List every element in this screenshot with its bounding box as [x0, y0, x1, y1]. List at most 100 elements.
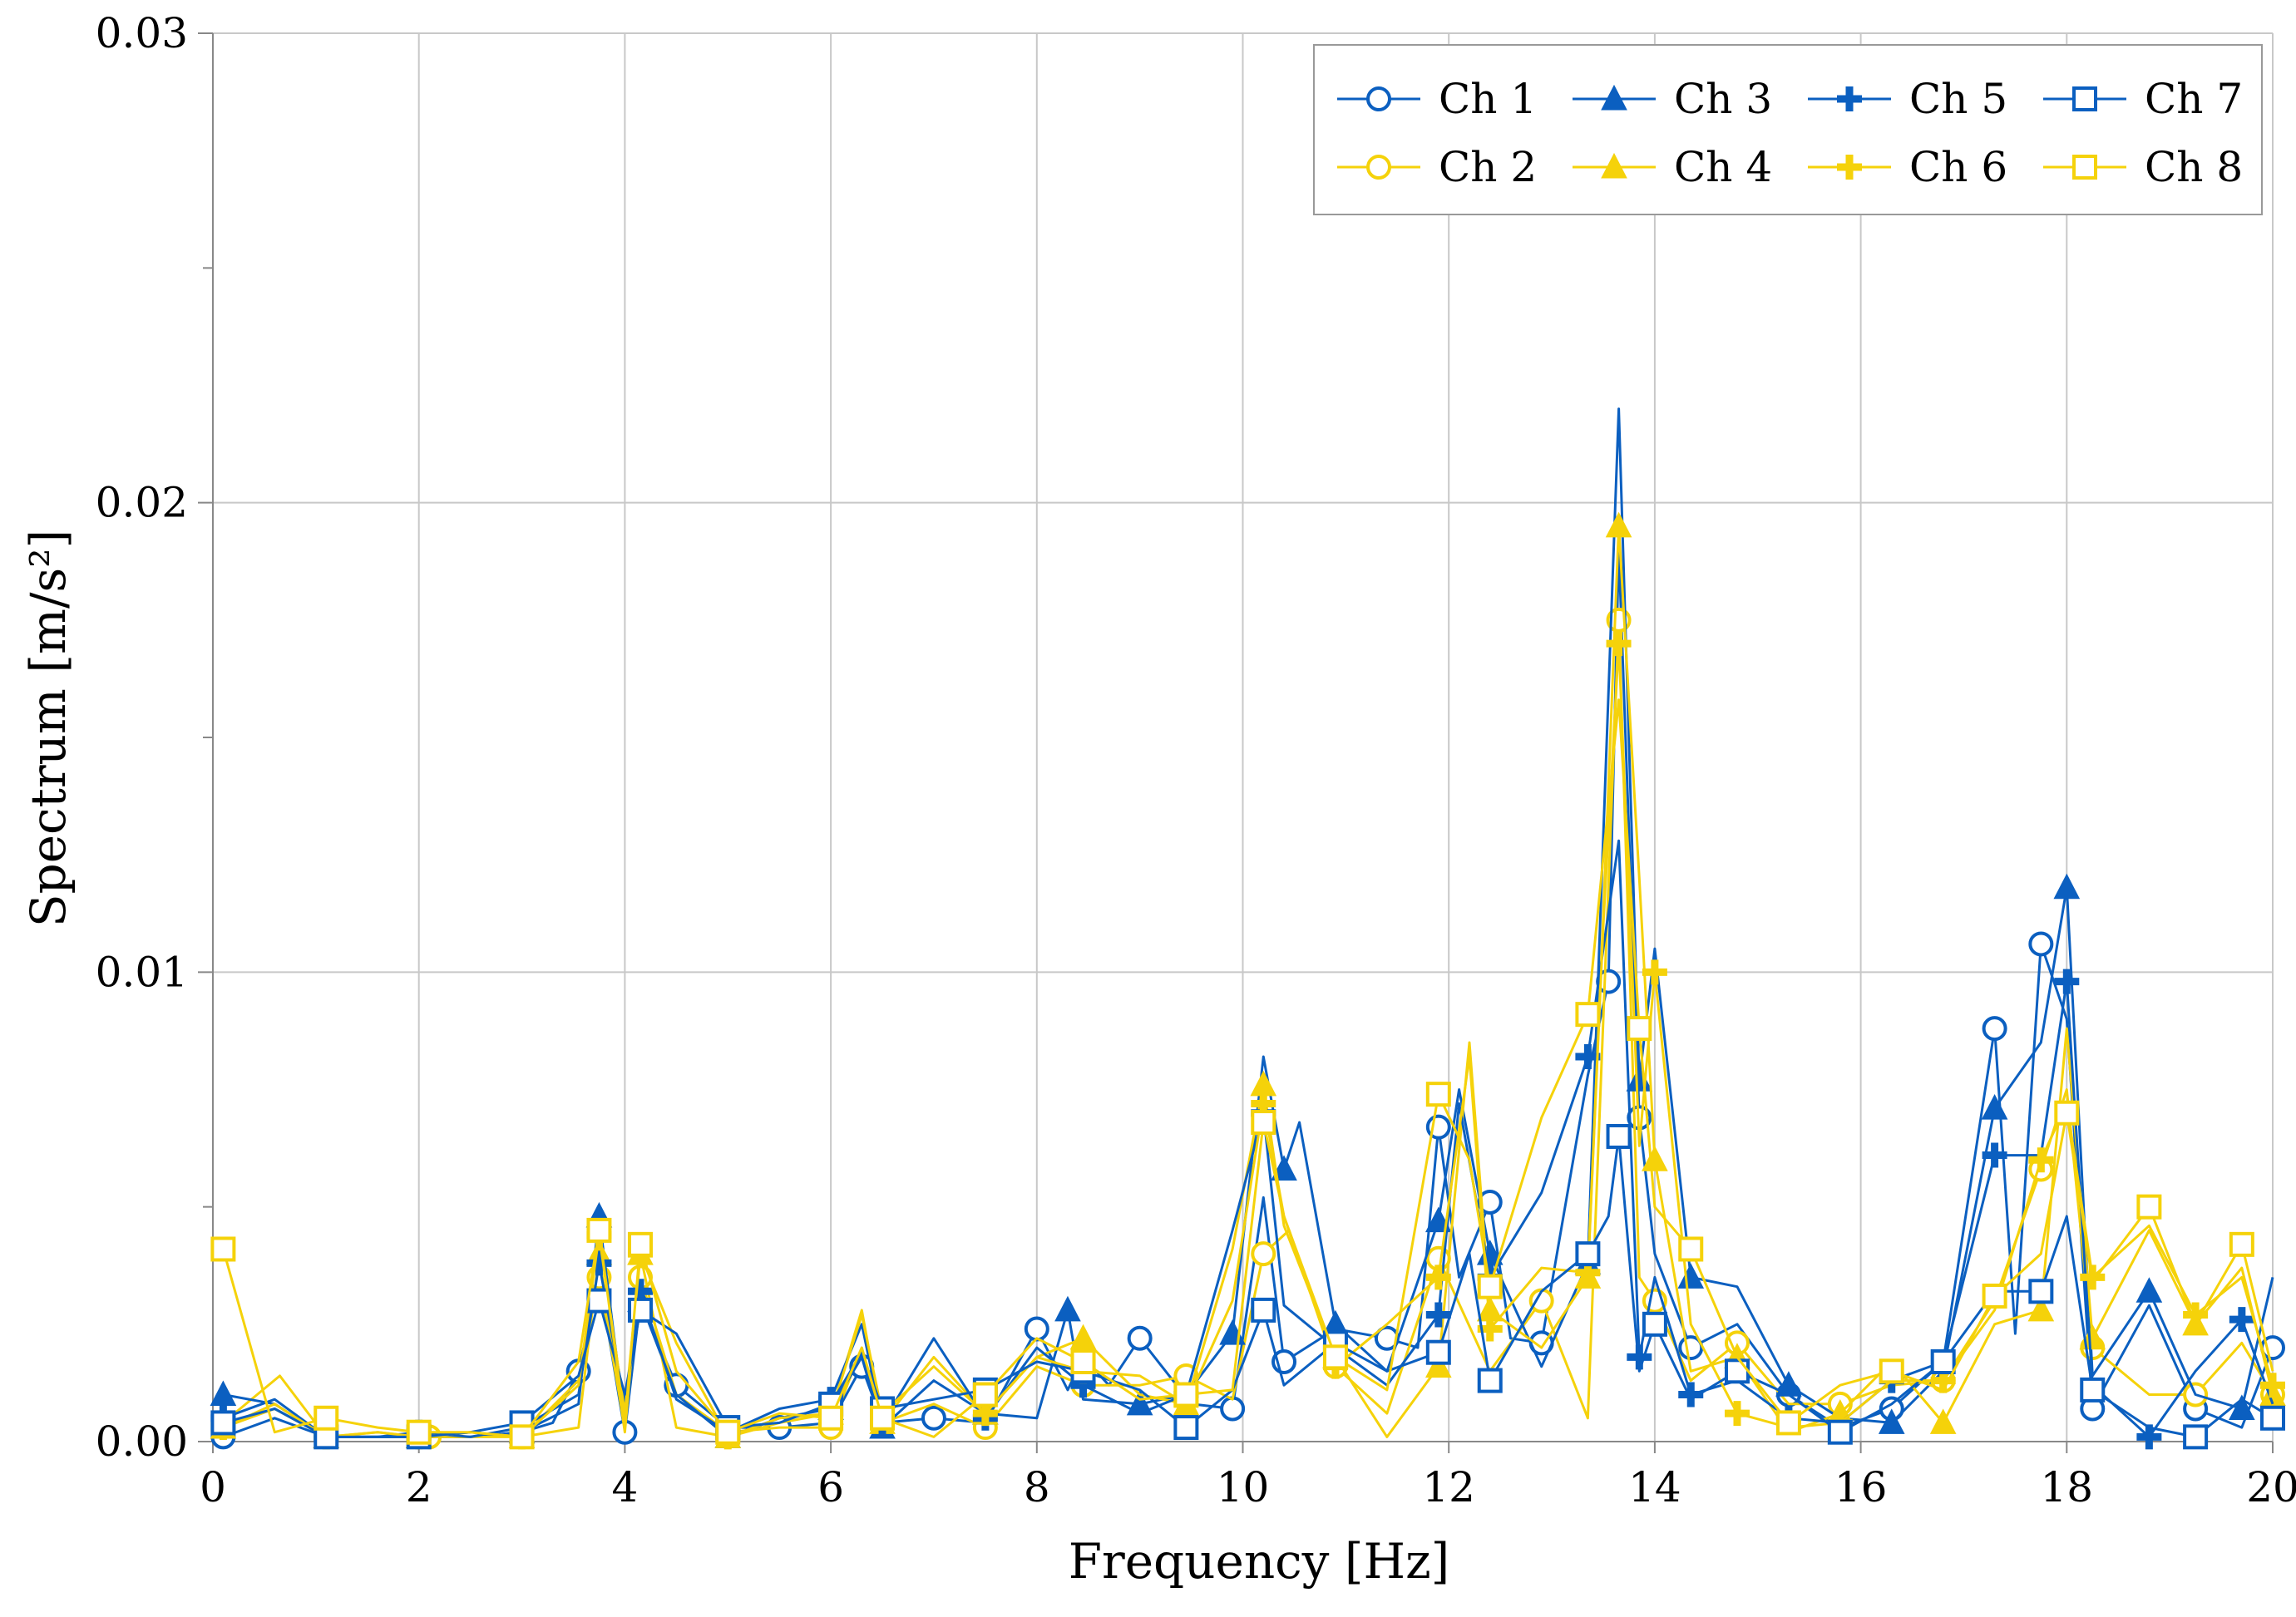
y-tick-label: 0.02	[96, 479, 188, 527]
legend-label: Ch 4	[1674, 143, 1772, 191]
series-ch-1	[210, 548, 2285, 1450]
data-point	[2054, 969, 2080, 994]
legend-label: Ch 5	[1909, 75, 2007, 123]
y-tick-label: 0.00	[96, 1417, 188, 1466]
x-tick-label: 20	[2246, 1463, 2296, 1511]
legend-entry: Ch 3	[1573, 75, 1772, 123]
data-point	[2053, 873, 2081, 900]
data-point	[1929, 1408, 1957, 1434]
series-ch-3	[210, 407, 2274, 1448]
data-point	[1477, 1274, 1503, 1299]
data-point	[2260, 1373, 2285, 1398]
data-point	[1271, 1155, 1297, 1181]
data-point	[1724, 1401, 1750, 1427]
data-point	[921, 1405, 946, 1431]
legend-marker	[1601, 152, 1627, 179]
data-point	[1642, 1311, 1667, 1337]
data-point	[1251, 1241, 1276, 1267]
series-line	[222, 619, 2274, 1438]
data-point	[1827, 1419, 1853, 1445]
data-point	[1173, 1415, 1199, 1441]
data-point	[2054, 1100, 2080, 1126]
data-point	[870, 1405, 896, 1431]
series-line	[221, 698, 2274, 1438]
x-tick-label: 2	[406, 1463, 432, 1511]
data-point	[1930, 1349, 1956, 1375]
legend-entry: Ch 5	[1808, 75, 2007, 123]
data-point	[1878, 1408, 1905, 1434]
legend-marker	[2072, 86, 2097, 111]
legend-entry: Ch 8	[2043, 143, 2243, 191]
data-point	[1879, 1358, 1904, 1384]
data-point	[818, 1405, 844, 1431]
legend-entry: Ch 6	[1808, 143, 2007, 191]
data-point	[1575, 1043, 1601, 1069]
data-point	[586, 1217, 612, 1243]
data-point	[1606, 631, 1632, 657]
data-point	[1642, 959, 1667, 985]
legend-marker	[2072, 155, 2097, 180]
data-point	[1982, 1283, 2007, 1309]
x-tick-label: 6	[817, 1463, 844, 1511]
data-point	[1605, 511, 1632, 538]
data-point	[1220, 1396, 1246, 1422]
data-point	[1054, 1295, 1081, 1322]
data-point	[1642, 1146, 1668, 1171]
series-line	[222, 642, 2274, 1438]
data-point	[314, 1405, 339, 1431]
data-point	[1425, 1339, 1451, 1365]
data-point	[210, 1410, 236, 1436]
data-point	[2028, 1279, 2054, 1304]
legend-label: Ch 1	[1439, 75, 1537, 123]
data-point	[2136, 1277, 2163, 1303]
legend: Ch 1 Ch 2 Ch 3 Ch 4 Ch 5 Ch 6 Ch 7 Ch 8	[1313, 44, 2263, 215]
series-layer	[210, 407, 2286, 1450]
legend-label: Ch 8	[2145, 143, 2243, 191]
data-point	[2183, 1424, 2209, 1450]
data-point	[1251, 1297, 1276, 1323]
data-point	[2028, 931, 2054, 957]
series-line	[222, 548, 2274, 1438]
data-point	[586, 1250, 612, 1276]
y-tick-label: 0.01	[96, 948, 188, 996]
data-point	[2028, 1147, 2054, 1173]
y-tick-label: 0.03	[96, 9, 188, 57]
data-point	[1425, 1265, 1451, 1290]
legend-marker	[1366, 155, 1391, 180]
data-point	[1070, 1349, 1096, 1375]
legend-label: Ch 6	[1909, 143, 2007, 191]
series-line	[223, 407, 2274, 1438]
x-tick-label: 18	[2040, 1463, 2093, 1511]
x-tick-label: 8	[1024, 1463, 1050, 1511]
legend-entry: Ch 7	[2043, 75, 2243, 123]
data-point	[2136, 1194, 2162, 1220]
data-point	[1982, 1142, 2007, 1168]
series-ch-8	[210, 698, 2274, 1450]
data-point	[1173, 1382, 1199, 1407]
data-point	[2080, 1377, 2106, 1403]
legend-label: Ch 3	[1674, 75, 1772, 123]
x-tick-label: 16	[1834, 1463, 1888, 1511]
data-point	[1627, 1016, 1652, 1042]
data-point	[1425, 1302, 1451, 1328]
x-tick-label: 14	[1628, 1463, 1681, 1511]
data-point	[1477, 1368, 1503, 1393]
x-axis-title: Frequency [Hz]	[1069, 1533, 1450, 1590]
data-point	[1575, 1241, 1601, 1267]
x-tick-label: 12	[1422, 1463, 1475, 1511]
legend-marker	[1366, 86, 1391, 111]
x-tick-label: 10	[1217, 1463, 1270, 1511]
legend-entry: Ch 4	[1573, 143, 1772, 191]
data-point	[2229, 1231, 2254, 1257]
x-tick-label: 0	[200, 1463, 226, 1511]
legend-marker	[1837, 86, 1862, 111]
data-point	[1982, 1016, 2007, 1042]
legend-label: Ch 7	[2145, 75, 2243, 123]
data-point	[1425, 1352, 1452, 1378]
data-point	[1678, 1236, 1704, 1262]
x-tick-label: 4	[611, 1463, 638, 1511]
y-axis-title: Spectrum [m/s²]	[20, 530, 77, 927]
data-point	[1126, 1389, 1153, 1416]
data-point	[1127, 1325, 1153, 1351]
